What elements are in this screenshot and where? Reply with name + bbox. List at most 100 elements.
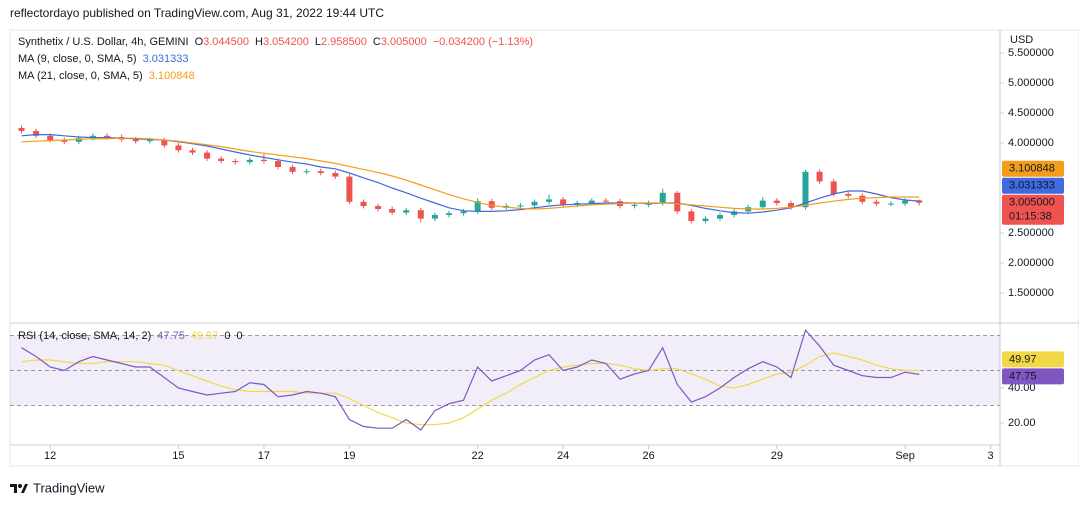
x-tick-label: 17 <box>258 450 270 462</box>
candle-body <box>887 203 894 205</box>
price-badge-label: 49.97 <box>1009 353 1037 365</box>
legend-item: 47.75 <box>157 330 185 342</box>
price-badge-label: 3.031333 <box>1009 180 1055 192</box>
candle-body <box>531 201 538 206</box>
currency-bg <box>1003 32 1043 48</box>
y-tick-label: 1.500000 <box>1008 287 1054 299</box>
legend-item: 2.958500 <box>321 36 367 48</box>
candle-body <box>688 211 695 222</box>
candle-body <box>802 171 809 208</box>
candle-body <box>873 201 880 204</box>
candle-body <box>246 159 253 163</box>
legend-item: RSI (14, close, SMA, 14, 2) <box>18 330 151 342</box>
candle-body <box>560 199 567 205</box>
legend-item: MA (21, close, 0, SMA, 5) <box>18 70 143 82</box>
rsi-line <box>21 329 920 431</box>
x-tick-label: Sep <box>895 450 915 462</box>
x-tick-label: 3 <box>988 450 994 462</box>
x-tick-label: 26 <box>643 450 655 462</box>
y-tick-label: 2.000000 <box>1008 257 1054 269</box>
legend-item: Synthetix / U.S. Dollar, 4h, GEMINI <box>18 36 189 48</box>
ma-line <box>21 134 920 214</box>
x-tick-label: 12 <box>44 450 56 462</box>
price-badge <box>1002 160 1064 177</box>
candle-body <box>702 218 709 222</box>
x-tick-label: 29 <box>771 450 783 462</box>
legend: Synthetix / U.S. Dollar, 4h, GEMINI O3.04… <box>18 36 533 48</box>
candle-body <box>260 159 267 161</box>
candle-body <box>417 210 424 219</box>
legend-item: C <box>373 36 381 48</box>
y-tick-label: 40.00 <box>1008 382 1036 394</box>
candle-body <box>674 192 681 212</box>
legend-item: 0 <box>224 330 230 342</box>
legend-item: O <box>195 36 204 48</box>
price-badge-label: 47.75 <box>1009 370 1037 382</box>
candle-body <box>916 200 923 203</box>
candle-body <box>346 176 353 202</box>
legend-item: 0 <box>236 330 242 342</box>
legend-item: −0.034200 (−1.13%) <box>433 36 533 48</box>
legend-item: 49.97 <box>191 330 219 342</box>
candle-body <box>303 171 310 173</box>
candle-body <box>275 160 282 167</box>
candle-body <box>474 201 481 212</box>
x-tick-label: 19 <box>343 450 355 462</box>
candle-body <box>431 215 438 219</box>
candle-body <box>731 211 738 216</box>
brand-logo <box>10 484 28 493</box>
price-badge <box>1002 194 1064 225</box>
candle-body <box>104 135 111 137</box>
brand: TradingView <box>33 480 105 495</box>
candle-body <box>773 200 780 204</box>
candle-body <box>902 200 909 204</box>
candle-body <box>33 130 40 136</box>
candle-body <box>659 192 666 204</box>
panes: 1.500000 2.000000 2.500000 4.000000 4.500000… <box>10 36 1064 462</box>
price-badge <box>1002 351 1064 368</box>
candle-body <box>845 194 852 196</box>
candle-body <box>717 215 724 219</box>
candle-body <box>488 201 495 208</box>
candle-body <box>47 135 54 140</box>
legend-item: 3.100848 <box>149 70 195 82</box>
candle-body <box>602 200 609 202</box>
candle-body <box>446 213 453 216</box>
y-tick-label: 2.500000 <box>1008 227 1054 239</box>
y-tick-label: 20.00 <box>1008 417 1036 429</box>
candle-body <box>787 203 794 208</box>
price-badge <box>1002 177 1064 194</box>
candle-body <box>218 158 225 161</box>
candle-body <box>517 205 524 207</box>
candle-body <box>175 145 182 151</box>
legend: MA (21, close, 0, SMA, 5) 3.100848 <box>18 70 195 82</box>
x-tick-label: 22 <box>472 450 484 462</box>
legend-item: L <box>315 36 321 48</box>
y-tick-label: 4.500000 <box>1008 107 1054 119</box>
candle-body <box>631 204 638 207</box>
candle-body <box>289 166 296 172</box>
y-tick-label: 4.000000 <box>1008 137 1054 149</box>
rsi-line <box>21 352 920 426</box>
candle-body <box>146 139 153 142</box>
candle-body <box>232 160 239 163</box>
x-tick-label: 15 <box>172 450 184 462</box>
candle-body <box>61 139 68 142</box>
candle-body <box>161 139 168 146</box>
countdown: 01:15:38 <box>1009 211 1052 223</box>
y-tick-label: 5.000000 <box>1008 77 1054 89</box>
candle-body <box>546 199 553 202</box>
price-badge-label: 3.005000 <box>1009 197 1055 209</box>
candle-body <box>18 127 25 131</box>
candle-body <box>132 139 139 142</box>
candle-body <box>189 150 196 153</box>
legend: MA (9, close, 0, SMA, 5) 3.031333 <box>18 53 188 65</box>
candle-body <box>375 206 382 210</box>
legend-item: 3.031333 <box>143 53 189 65</box>
currency: USD <box>1010 34 1033 46</box>
candle-body <box>830 181 837 195</box>
legend-item: 3.005000 <box>381 36 427 48</box>
publish-info: reflectordayo published on TradingView.c… <box>10 6 384 20</box>
legend: RSI (14, close, SMA, 14, 2) 47.75 49.97 0 0 <box>18 330 243 342</box>
